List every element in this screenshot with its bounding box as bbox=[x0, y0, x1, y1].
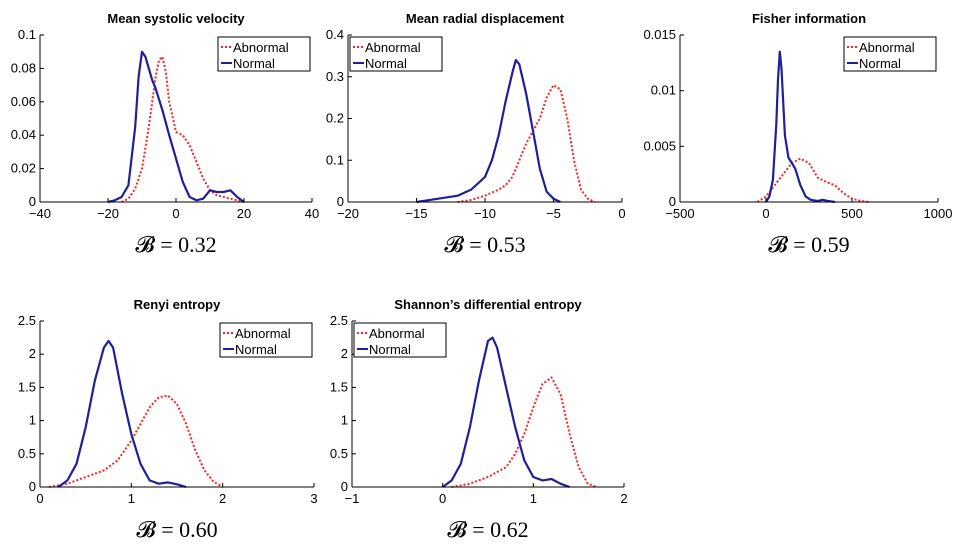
x-tick-label: 0 bbox=[618, 206, 625, 221]
x-tick-label: 1 bbox=[128, 491, 135, 506]
y-tick-label: 0.3 bbox=[326, 69, 344, 84]
legend-label-abnormal: Abnormal bbox=[365, 40, 421, 55]
y-tick-label: 0.06 bbox=[11, 94, 36, 109]
y-tick-label: 0.2 bbox=[326, 111, 344, 126]
y-tick-label: 1.5 bbox=[330, 379, 348, 394]
series-line-abnormal bbox=[48, 394, 224, 488]
x-tick-label: −20 bbox=[337, 206, 359, 221]
x-tick-label: 20 bbox=[237, 206, 251, 221]
series-line-abnormal bbox=[121, 55, 245, 203]
legend-label-normal: Normal bbox=[369, 342, 411, 357]
y-tick-label: 0.02 bbox=[11, 161, 36, 176]
x-tick-label: −15 bbox=[405, 206, 427, 221]
y-tick-label: 0.4 bbox=[326, 27, 344, 42]
chart-panel-2: Mean radial displacement −20 −15 −10 −5 0 0 0.1… bbox=[326, 11, 626, 257]
y-tick-label: 2.5 bbox=[18, 313, 36, 328]
series-line-normal bbox=[107, 50, 245, 204]
legend-label-normal: Normal bbox=[235, 342, 277, 357]
x-tick-label: 500 bbox=[841, 206, 863, 221]
legend-label-abnormal: Abnormal bbox=[859, 40, 915, 55]
x-tick-label: 0 bbox=[36, 491, 43, 506]
x-tick-label: 40 bbox=[305, 206, 319, 221]
y-tick-label: 0.1 bbox=[326, 152, 344, 167]
x-tick-label: −5 bbox=[546, 206, 561, 221]
chart-panel-5: Shannon’s differential entropy−1 0 1 200.51… bbox=[330, 297, 628, 542]
series-line-normal bbox=[416, 59, 561, 204]
series-line-abnormal bbox=[457, 84, 596, 203]
bhattacharyya-label: 𝓑 = 0.62 bbox=[447, 517, 528, 542]
x-tick-label: 0 bbox=[762, 206, 769, 221]
chart-panel-1: Mean systolic velocity −40 −20 0 20 40 0 0.02 0.… bbox=[11, 11, 320, 257]
legend-box bbox=[353, 322, 447, 358]
bhattacharyya-label: 𝓑 = 0.32 bbox=[135, 232, 216, 257]
y-tick-label: 0 bbox=[29, 479, 36, 494]
legend-box bbox=[349, 36, 443, 72]
y-tick-label: 0.5 bbox=[330, 446, 348, 461]
bhattacharyya-label: 𝓑 = 0.59 bbox=[768, 232, 849, 257]
x-tick-label: 1 bbox=[530, 491, 537, 506]
x-tick-label: 1000 bbox=[924, 206, 953, 221]
legend-box bbox=[219, 322, 313, 358]
chart-title: Shannon’s differential entropy bbox=[394, 297, 582, 312]
x-tick-label: 0 bbox=[439, 491, 446, 506]
y-tick-label: 2.5 bbox=[330, 313, 348, 328]
chart-title: Renyi entropy bbox=[134, 297, 221, 312]
chart-title: Mean radial displacement bbox=[406, 11, 565, 26]
y-tick-label: 0 bbox=[29, 194, 36, 209]
x-tick-label: 3 bbox=[310, 491, 317, 506]
legend-label-abnormal: Abnormal bbox=[233, 40, 289, 55]
y-tick-label: 0.01 bbox=[651, 83, 676, 98]
series-line-normal bbox=[442, 336, 570, 489]
chart-panel-3: Fisher information−500 0 500 100000.0050.01… bbox=[643, 11, 952, 257]
bhattacharyya-label: 𝓑 = 0.60 bbox=[136, 517, 217, 542]
y-tick-label: 0.1 bbox=[18, 27, 36, 42]
chart-panel-4: Renyi entropy 0 1 2 3 0 0.5 1 1.5 2 2.5 AbnormalNor… bbox=[18, 297, 318, 542]
bhattacharyya-label: 𝓑 = 0.53 bbox=[444, 232, 525, 257]
y-tick-label: 0.04 bbox=[11, 127, 36, 142]
y-tick-label: 0.08 bbox=[11, 60, 36, 75]
y-tick-label: 0.015 bbox=[643, 27, 676, 42]
legend-label-abnormal: Abnormal bbox=[369, 326, 425, 341]
x-tick-label: 2 bbox=[219, 491, 226, 506]
y-tick-label: 1.5 bbox=[18, 379, 36, 394]
x-tick-label: −20 bbox=[97, 206, 119, 221]
x-tick-label: 2 bbox=[620, 491, 627, 506]
legend-label-abnormal: Abnormal bbox=[235, 326, 291, 341]
y-tick-label: 0 bbox=[341, 479, 348, 494]
x-tick-label: −10 bbox=[474, 206, 496, 221]
chart-title: Mean systolic velocity bbox=[107, 11, 245, 26]
legend-label-normal: Normal bbox=[233, 56, 275, 71]
series-line-normal bbox=[57, 339, 187, 489]
legend-box bbox=[217, 36, 311, 72]
y-tick-label: 0 bbox=[669, 194, 676, 209]
legend-label-normal: Normal bbox=[365, 56, 407, 71]
series-line-abnormal bbox=[451, 376, 598, 488]
x-tick-label: 0 bbox=[172, 206, 179, 221]
series-line-abnormal bbox=[756, 157, 870, 203]
y-tick-label: 0.005 bbox=[643, 138, 676, 153]
x-tick-label: −40 bbox=[29, 206, 51, 221]
legend-label-normal: Normal bbox=[859, 56, 901, 71]
y-tick-label: 0.5 bbox=[18, 446, 36, 461]
y-tick-label: 1 bbox=[341, 413, 348, 428]
y-tick-label: 2 bbox=[29, 346, 36, 361]
y-tick-label: 2 bbox=[341, 346, 348, 361]
series-line-normal bbox=[765, 50, 835, 204]
chart-title: Fisher information bbox=[752, 11, 866, 26]
x-tick-label: −500 bbox=[665, 206, 694, 221]
y-tick-label: 1 bbox=[29, 413, 36, 428]
x-tick-label: −1 bbox=[345, 491, 360, 506]
legend-box bbox=[843, 36, 937, 72]
y-tick-label: 0 bbox=[337, 194, 344, 209]
